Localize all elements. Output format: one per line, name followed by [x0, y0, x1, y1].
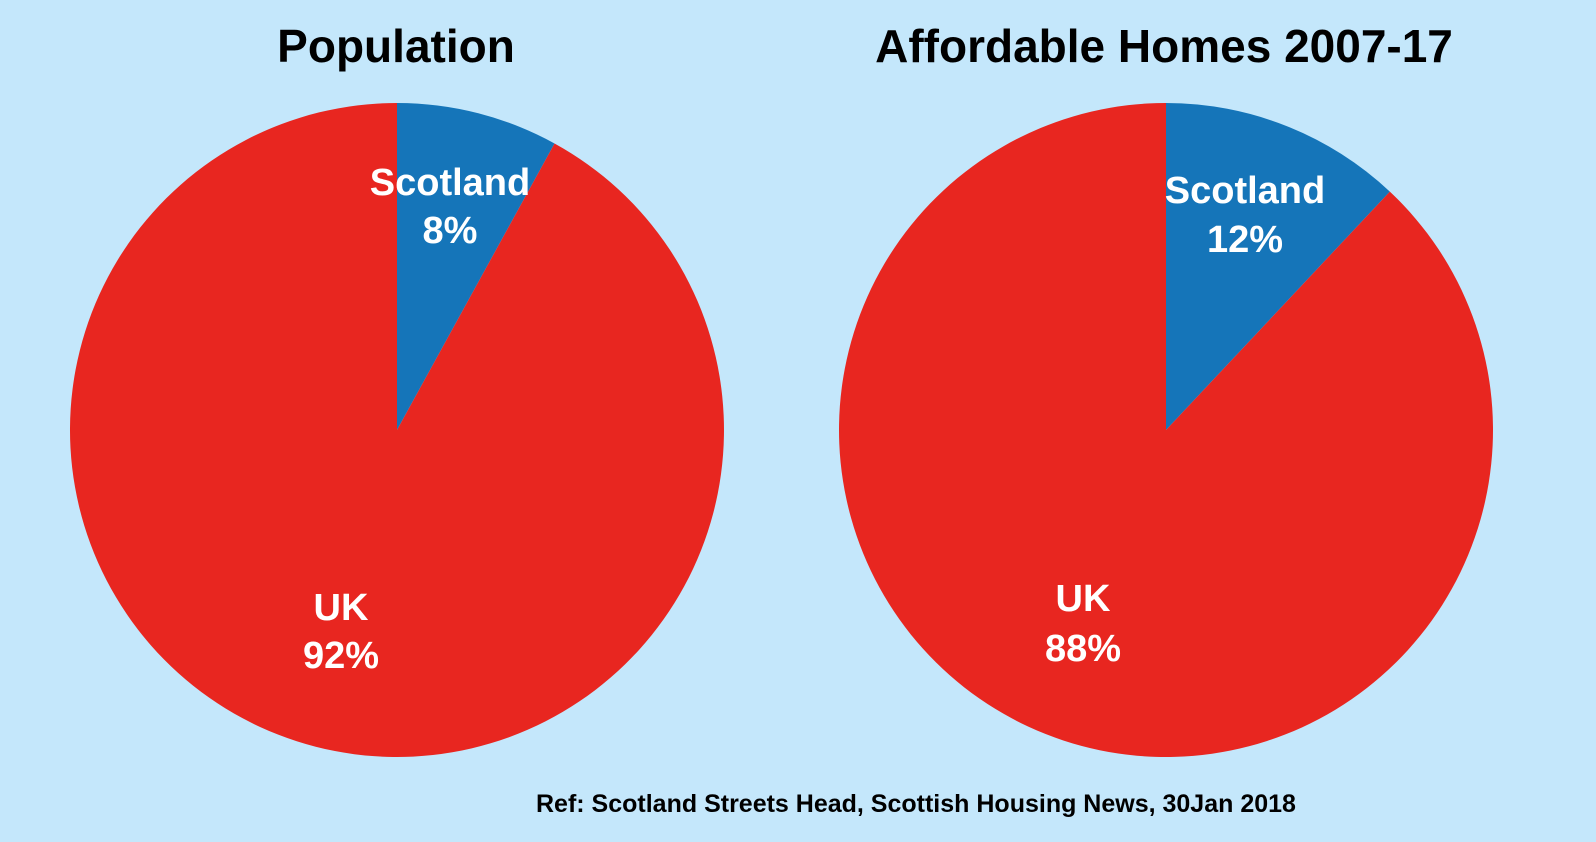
pie-chart-title-affordable-homes: Affordable Homes 2007-17: [875, 20, 1453, 72]
pie-slice-scotland: [1166, 103, 1390, 430]
slice-label-uk: UK: [1056, 578, 1111, 620]
slice-value-uk: 88%: [1045, 628, 1121, 670]
pie-chart-title-population: Population: [277, 20, 515, 72]
slice-value-scotland: 12%: [1207, 219, 1283, 261]
pie-slice-uk: [69, 103, 724, 757]
pie-population: Scotland 8% UK 92%: [69, 103, 724, 757]
pie-slice-scotland: [397, 103, 555, 430]
slice-label-uk: UK: [314, 587, 369, 629]
slice-label-scotland: Scotland: [370, 162, 530, 204]
source-reference: Ref: Scotland Streets Head, Scottish Hou…: [536, 790, 1296, 818]
pie-slice-uk: [839, 103, 1494, 757]
slice-value-uk: 92%: [303, 635, 379, 677]
pie-affordable-homes: Scotland 12% UK 88%: [839, 103, 1494, 757]
slice-label-scotland: Scotland: [1165, 170, 1325, 212]
slice-value-scotland: 8%: [423, 210, 478, 252]
